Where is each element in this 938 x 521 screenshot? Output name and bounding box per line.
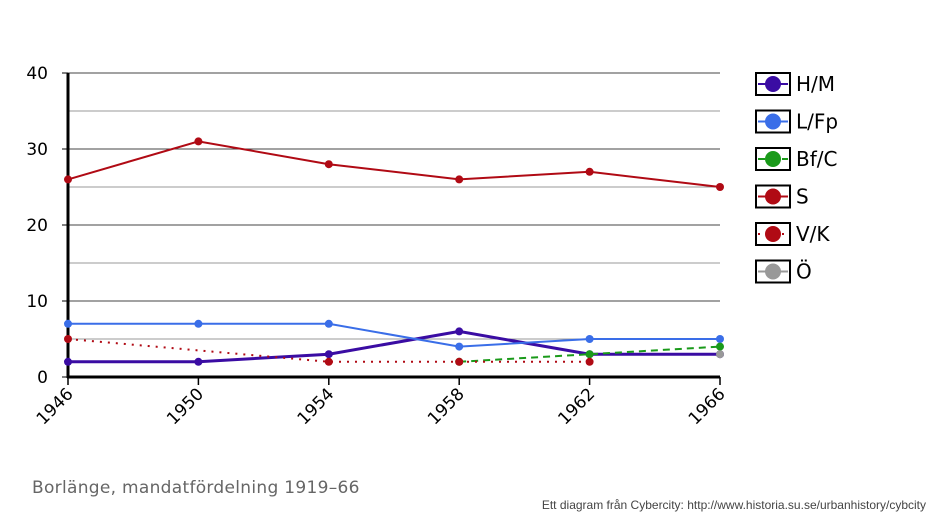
data-point-1	[455, 342, 464, 351]
data-point-3	[194, 137, 203, 146]
series-line-4	[67, 338, 590, 363]
series-line-0	[68, 329, 720, 364]
legend-label: Bf/C	[796, 147, 837, 171]
legend-label: V/K	[796, 222, 830, 246]
data-point-1	[585, 335, 594, 343]
data-point-0	[64, 357, 72, 366]
data-point-0	[324, 350, 333, 359]
legend-swatch-marker	[765, 113, 781, 130]
x-tick-label: 1966	[685, 384, 730, 429]
series-line-2	[459, 345, 721, 363]
data-point-5	[716, 350, 724, 359]
data-point-1	[194, 319, 203, 328]
y-tick-label: 40	[26, 64, 48, 84]
legend-label: L/Fp	[796, 110, 838, 134]
legend-label: S	[796, 185, 809, 209]
data-point-3	[324, 160, 333, 169]
data-point-0	[194, 357, 203, 366]
legend-label: Ö	[796, 260, 812, 284]
legend-swatch-marker	[765, 263, 781, 280]
y-tick-label: 20	[26, 216, 48, 236]
data-point-4	[64, 335, 72, 343]
legend-swatch-marker	[765, 188, 781, 205]
y-tick-label: 10	[26, 292, 48, 312]
data-point-3	[585, 167, 594, 176]
x-tick-label: 1958	[424, 384, 469, 429]
data-point-4	[455, 357, 464, 366]
y-tick-label: 30	[26, 140, 48, 160]
data-point-3	[64, 175, 72, 184]
x-tick-label: 1950	[163, 384, 208, 429]
data-point-3	[455, 175, 464, 184]
data-point-2	[716, 342, 724, 351]
source-credit: Ett diagram från Cybercity: http://www.h…	[541, 498, 926, 512]
data-point-4	[585, 357, 594, 366]
data-point-3	[716, 183, 724, 191]
x-tick-label: 1962	[554, 384, 599, 429]
series-line-3	[67, 140, 721, 188]
data-point-4	[324, 357, 333, 366]
data-point-1	[324, 319, 333, 328]
series-line-1	[68, 322, 720, 348]
legend-label: H/M	[796, 72, 835, 96]
y-tick-label: 0	[37, 368, 48, 388]
data-point-0	[455, 327, 464, 336]
data-point-2	[585, 350, 594, 359]
chart-caption: Borlänge, mandatfördelning 1919–66	[32, 478, 360, 498]
legend-swatch-marker	[765, 226, 781, 242]
data-point-1	[716, 335, 724, 343]
x-tick-label: 1954	[294, 384, 339, 429]
x-tick-label: 1946	[33, 384, 78, 429]
legend-swatch-marker	[765, 151, 781, 167]
legend-swatch-marker	[765, 76, 781, 92]
data-point-1	[64, 319, 72, 328]
